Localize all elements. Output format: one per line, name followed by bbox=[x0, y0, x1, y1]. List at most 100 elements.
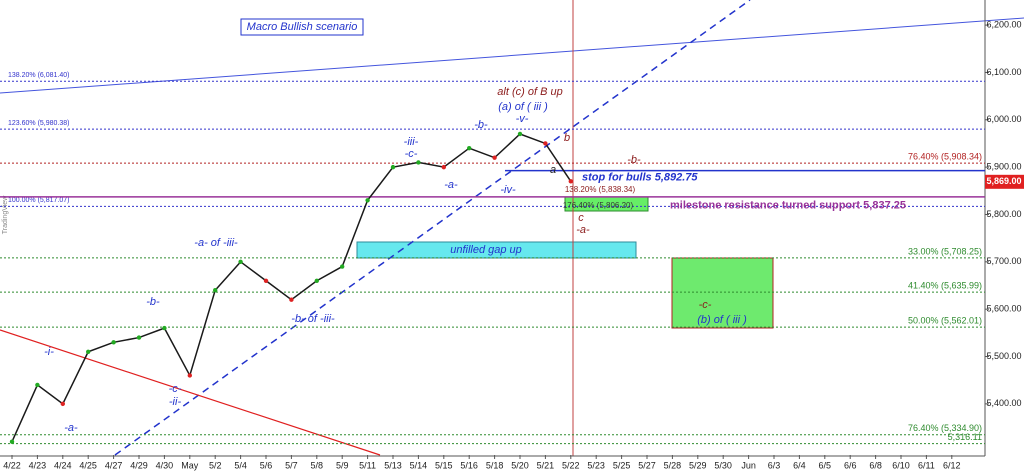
y-tick-label: 5,900.00 bbox=[986, 162, 1021, 172]
wave-label: (b) of ( iii ) bbox=[697, 314, 747, 326]
price-point bbox=[467, 145, 472, 151]
trendline bbox=[0, 329, 381, 456]
x-tick-label: 5/28 bbox=[664, 460, 682, 470]
price-point bbox=[416, 160, 421, 165]
wave-label: a bbox=[550, 164, 556, 176]
wave-label: -ii- bbox=[169, 396, 182, 408]
x-tick-label: 5/30 bbox=[714, 460, 732, 470]
x-tick-label: 5/18 bbox=[486, 460, 504, 470]
x-tick-label: 5/8 bbox=[311, 460, 324, 470]
wave-label: -a- bbox=[444, 179, 458, 191]
wave-label: -b- bbox=[627, 154, 641, 166]
y-tick-label: 5,400.00 bbox=[986, 398, 1021, 408]
price-point bbox=[340, 264, 345, 269]
x-tick-label: 5/6 bbox=[260, 460, 273, 470]
price-point bbox=[187, 373, 192, 378]
fib-label: 100.00% (5,817.07) bbox=[8, 197, 70, 204]
price-point bbox=[238, 259, 243, 265]
price-point bbox=[136, 335, 142, 340]
x-tick-label: 5/4 bbox=[234, 460, 247, 470]
wave-label: (a) of ( iii ) bbox=[498, 101, 548, 113]
price-point bbox=[35, 382, 40, 388]
x-tick-label: 5/23 bbox=[587, 460, 605, 470]
wave-label: -b- of -iii- bbox=[291, 313, 335, 325]
x-tick-label: 4/30 bbox=[156, 460, 174, 470]
x-tick-label: 6/6 bbox=[844, 460, 857, 470]
fib-label: 123.60% (5,980.38) bbox=[8, 120, 70, 127]
price-point bbox=[365, 198, 370, 203]
x-tick-label: 5/2 bbox=[209, 460, 222, 470]
price-point bbox=[9, 439, 15, 444]
x-tick-label: 5/9 bbox=[336, 460, 349, 470]
wave-label: 176.40% (5,806.20) bbox=[563, 201, 634, 210]
x-tick-label: 5/13 bbox=[384, 460, 402, 470]
y-tick-label: 6,200.00 bbox=[986, 19, 1021, 29]
price-point bbox=[60, 401, 65, 407]
wave-label: -i- bbox=[44, 346, 54, 358]
price-point bbox=[390, 164, 396, 170]
wave-label: -b- bbox=[146, 296, 160, 308]
x-tick-label: 5/27 bbox=[638, 460, 656, 470]
price-point bbox=[111, 340, 116, 345]
y-tick-label: 5,800.00 bbox=[986, 209, 1021, 219]
wave-label: c bbox=[578, 212, 584, 224]
price-tag-label: 5,869.00 bbox=[986, 176, 1021, 186]
chart-title: Macro Bullish scenario bbox=[247, 21, 358, 33]
y-tick-label: 6,100.00 bbox=[986, 67, 1021, 77]
x-tick-label: 4/27 bbox=[105, 460, 123, 470]
x-tick-label: 4/29 bbox=[130, 460, 148, 470]
price-tag bbox=[985, 174, 1024, 189]
price-point bbox=[263, 278, 269, 283]
x-tick-label: 6/3 bbox=[768, 460, 781, 470]
trendline bbox=[114, 0, 751, 456]
wave-label: -a- of -iii- bbox=[194, 237, 238, 249]
price-point bbox=[492, 155, 497, 160]
wave-label: -iv- bbox=[500, 184, 516, 196]
wave-label: -iii- bbox=[404, 136, 419, 148]
x-tick-label: 4/23 bbox=[29, 460, 47, 470]
fib-label: 5,316.11 bbox=[948, 432, 982, 442]
target-zone bbox=[671, 257, 774, 329]
x-tick-label: 5/11 bbox=[359, 460, 376, 470]
x-tick-label: 4/22 bbox=[3, 460, 21, 470]
price-point bbox=[86, 349, 91, 354]
x-tick-label: 4/24 bbox=[54, 460, 72, 470]
wave-label: -c- bbox=[169, 383, 182, 395]
y-tick-label: 5,500.00 bbox=[986, 351, 1021, 361]
x-tick-label: 5/14 bbox=[410, 460, 428, 470]
fib-label: 138.20% (6,081.40) bbox=[8, 72, 70, 79]
wave-label: 138.20% (5,838.34) bbox=[565, 185, 636, 194]
x-tick-label: 6/10 bbox=[892, 460, 910, 470]
watermark: TradingView bbox=[2, 195, 9, 234]
x-tick-label: 5/7 bbox=[285, 460, 298, 470]
x-tick-label: Jun bbox=[741, 460, 756, 470]
price-point bbox=[213, 288, 218, 293]
x-tick-label: May bbox=[181, 460, 199, 470]
x-tick-label: 6/12 bbox=[943, 460, 961, 470]
fib-label: 76.40% (5,334.90) bbox=[908, 423, 982, 433]
x-tick-label: 5/21 bbox=[537, 460, 555, 470]
price-point bbox=[543, 141, 548, 146]
x-tick-label: 6/4 bbox=[793, 460, 806, 470]
fib-label: 41.40% (5,635.99) bbox=[908, 281, 982, 291]
x-tick-label: 5/15 bbox=[435, 460, 453, 470]
price-point bbox=[568, 179, 573, 184]
wave-label: unfilled gap up bbox=[450, 244, 522, 256]
y-tick-label: 6,000.00 bbox=[986, 114, 1021, 124]
x-tick-label: 6/11 bbox=[918, 460, 935, 470]
wave-label: b bbox=[564, 132, 570, 144]
title-box bbox=[240, 18, 364, 36]
price-point bbox=[314, 278, 319, 283]
x-tick-label: 5/29 bbox=[689, 460, 707, 470]
price-point bbox=[289, 297, 294, 302]
y-tick-label: 5,700.00 bbox=[986, 256, 1021, 266]
wave-label: -a- bbox=[576, 224, 590, 236]
stop-label: stop for bulls 5,892.75 bbox=[582, 171, 698, 183]
price-point bbox=[441, 164, 446, 170]
x-tick-label: 5/25 bbox=[613, 460, 631, 470]
support-label: milestone resistance turned support 5,83… bbox=[670, 200, 906, 212]
fib-label: 33.00% (5,708.25) bbox=[908, 246, 982, 256]
wave-label: -c- bbox=[405, 148, 418, 160]
